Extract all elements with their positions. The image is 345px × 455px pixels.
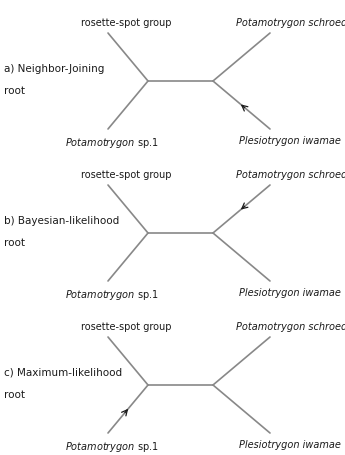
Text: Potamotrygon schroederi: Potamotrygon schroederi xyxy=(236,18,345,28)
Text: b) Bayesian-likelihood: b) Bayesian-likelihood xyxy=(4,216,119,226)
Text: a) Neighbor-Joining: a) Neighbor-Joining xyxy=(4,64,105,74)
Text: rosette-spot group: rosette-spot group xyxy=(81,321,171,331)
Text: root: root xyxy=(4,238,25,248)
Text: rosette-spot group: rosette-spot group xyxy=(81,18,171,28)
Text: Plesiotrygon iwamae: Plesiotrygon iwamae xyxy=(239,136,341,146)
Text: $\it{Potamotrygon}$ sp.1: $\it{Potamotrygon}$ sp.1 xyxy=(65,288,159,301)
Text: Plesiotrygon iwamae: Plesiotrygon iwamae xyxy=(239,288,341,298)
Text: c) Maximum-likelihood: c) Maximum-likelihood xyxy=(4,367,122,377)
Text: Potamotrygon schroederi: Potamotrygon schroederi xyxy=(236,170,345,180)
Text: rosette-spot group: rosette-spot group xyxy=(81,170,171,180)
Text: Plesiotrygon iwamae: Plesiotrygon iwamae xyxy=(239,439,341,449)
Text: $\it{Potamotrygon}$ sp.1: $\it{Potamotrygon}$ sp.1 xyxy=(65,439,159,453)
Text: Potamotrygon schroederi: Potamotrygon schroederi xyxy=(236,321,345,331)
Text: root: root xyxy=(4,389,25,399)
Text: $\it{Potamotrygon}$ sp.1: $\it{Potamotrygon}$ sp.1 xyxy=(65,136,159,150)
Text: root: root xyxy=(4,86,25,96)
